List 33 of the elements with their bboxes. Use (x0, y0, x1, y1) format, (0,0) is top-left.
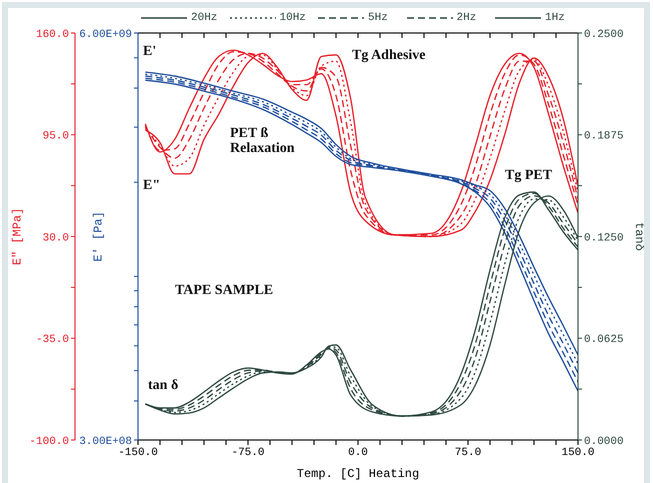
y3-tick-label: 0.1250 (584, 232, 624, 244)
x-tick-label: 150.0 (561, 446, 595, 459)
y3-tick-label: 0.0000 (584, 436, 624, 448)
annotation: E" (143, 178, 160, 193)
y3-tick-label: 0.2500 (584, 28, 624, 41)
legend-label: 1Hz (545, 12, 565, 24)
legend-label: 2Hz (456, 12, 476, 24)
y-tick-label: 95.0 (42, 130, 69, 143)
y-axis-title: E" [MPa] (10, 208, 24, 266)
y3-tick-label: 0.1875 (584, 130, 624, 143)
y-tick-label: 160.0 (36, 28, 69, 41)
annotation: TAPE SAMPLE (175, 283, 274, 298)
annotation: E' (143, 44, 156, 59)
annotation: PET ß Relaxation (230, 126, 296, 156)
legend-label: 10Hz (280, 12, 306, 24)
x-tick-label: 75.0 (454, 446, 482, 459)
x-axis-title: Temp. [C] Heating (296, 467, 420, 481)
x-tick-label: -75.0 (231, 446, 265, 459)
y3-tick-label: 0.0625 (584, 334, 624, 346)
annotation: Tg Adhesive (352, 48, 426, 63)
y2-tick-label: 6.00E+09 (79, 28, 132, 41)
y2-tick-label: 3.00E+08 (79, 436, 132, 448)
y3-axis-title: tanδ (632, 222, 646, 251)
y2-axis-title: E' [Pa] (91, 211, 106, 262)
legend-label: 5Hz (368, 12, 388, 24)
y-tick-label: -35.0 (36, 334, 69, 346)
x-tick-label: 0.0 (348, 446, 368, 459)
annotation: Tg PET (505, 168, 552, 183)
annotation: tan δ (148, 378, 178, 393)
legend-label: 20Hz (191, 12, 218, 24)
y-tick-label: 30.0 (42, 232, 69, 244)
x-tick-label: -150.0 (118, 446, 158, 459)
y-tick-label: -100.0 (29, 436, 69, 448)
